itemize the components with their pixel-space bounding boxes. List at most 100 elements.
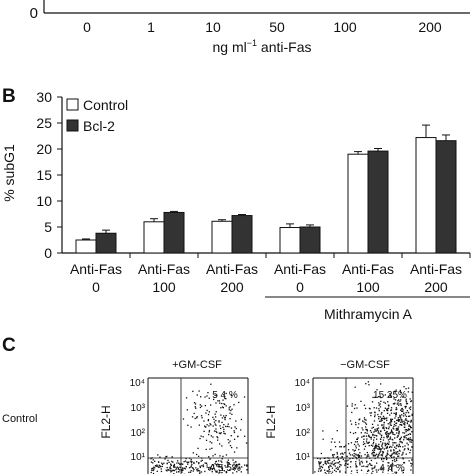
event-dot bbox=[223, 415, 225, 417]
event-dot bbox=[344, 460, 346, 462]
event-dot bbox=[360, 469, 363, 471]
event-dot bbox=[230, 435, 232, 437]
event-dot bbox=[397, 400, 399, 402]
event-dot bbox=[382, 458, 385, 460]
event-dot bbox=[383, 467, 385, 469]
event-dot bbox=[384, 394, 386, 396]
legend-label: Bcl-2 bbox=[83, 118, 115, 134]
event-dot bbox=[337, 455, 339, 458]
event-dot bbox=[225, 454, 228, 456]
event-dot bbox=[235, 463, 237, 466]
event-dot bbox=[378, 418, 380, 420]
event-dot bbox=[349, 420, 352, 422]
event-dot bbox=[364, 422, 367, 424]
event-dot bbox=[389, 437, 391, 439]
event-dot bbox=[399, 416, 401, 418]
event-dot bbox=[318, 461, 320, 463]
event-dot bbox=[333, 469, 336, 471]
bar-bcl2 bbox=[299, 226, 321, 254]
event-dot bbox=[347, 443, 350, 445]
event-dot bbox=[173, 463, 176, 466]
event-dot bbox=[409, 408, 412, 411]
event-dot bbox=[359, 461, 361, 463]
event-dot bbox=[161, 465, 163, 468]
event-dot bbox=[185, 466, 187, 468]
event-dot bbox=[212, 467, 214, 470]
event-dot bbox=[395, 422, 397, 424]
event-dot bbox=[171, 456, 173, 458]
event-dot bbox=[374, 434, 376, 436]
event-dot bbox=[198, 455, 200, 457]
event-dot bbox=[373, 420, 376, 422]
event-dot bbox=[235, 420, 237, 422]
event-dot bbox=[394, 417, 396, 419]
event-dot bbox=[397, 426, 400, 428]
event-dot bbox=[227, 465, 229, 467]
event-dot bbox=[362, 435, 364, 437]
event-dot bbox=[401, 424, 403, 426]
event-dot bbox=[386, 435, 388, 437]
event-dot bbox=[379, 451, 381, 453]
event-dot bbox=[396, 419, 398, 421]
event-dot bbox=[196, 469, 198, 471]
event-dot bbox=[190, 426, 192, 428]
event-dot bbox=[168, 469, 170, 471]
event-dot bbox=[382, 427, 384, 429]
event-dot bbox=[377, 445, 380, 447]
event-dot bbox=[188, 471, 190, 473]
event-dot bbox=[392, 427, 394, 429]
event-dot bbox=[340, 457, 342, 459]
event-dot bbox=[204, 396, 206, 398]
event-dot bbox=[383, 418, 385, 420]
event-dot bbox=[328, 462, 330, 464]
event-dot bbox=[207, 420, 209, 422]
event-dot bbox=[159, 456, 161, 458]
event-dot bbox=[178, 462, 180, 464]
event-dot bbox=[376, 389, 378, 391]
event-dot bbox=[221, 421, 223, 424]
event-dot bbox=[328, 466, 330, 468]
event-dot bbox=[213, 398, 215, 401]
event-dot bbox=[387, 407, 390, 409]
event-dot bbox=[194, 406, 196, 408]
event-dot bbox=[395, 447, 397, 450]
event-dot bbox=[185, 397, 188, 399]
event-dot bbox=[351, 403, 353, 405]
event-dot bbox=[318, 464, 321, 466]
event-dot bbox=[405, 401, 408, 403]
event-dot bbox=[334, 462, 337, 464]
event-dot bbox=[236, 447, 238, 449]
event-dot bbox=[386, 412, 389, 414]
event-dot bbox=[352, 432, 355, 435]
event-dot bbox=[222, 407, 224, 409]
event-dot bbox=[355, 421, 357, 424]
flow-plot-1-ytick: 10⁴ bbox=[130, 378, 145, 389]
event-dot bbox=[319, 458, 321, 460]
event-dot bbox=[327, 462, 329, 464]
event-dot bbox=[221, 458, 223, 460]
event-dot bbox=[327, 457, 329, 459]
event-dot bbox=[340, 446, 342, 448]
event-dot bbox=[385, 418, 387, 420]
event-dot bbox=[214, 413, 216, 415]
event-dot bbox=[403, 423, 406, 425]
event-dot bbox=[218, 432, 220, 434]
event-dot bbox=[228, 461, 230, 464]
event-dot bbox=[204, 462, 206, 464]
event-dot bbox=[213, 430, 216, 432]
event-dot bbox=[376, 445, 378, 447]
event-dot bbox=[404, 422, 406, 424]
event-dot bbox=[367, 470, 369, 472]
event-dot bbox=[223, 428, 225, 430]
event-dot bbox=[217, 463, 219, 465]
bar-control bbox=[279, 227, 301, 254]
event-dot bbox=[390, 407, 393, 409]
event-dot bbox=[395, 408, 397, 411]
event-dot bbox=[393, 451, 395, 454]
event-dot bbox=[334, 465, 336, 467]
event-dot bbox=[368, 435, 370, 438]
event-dot bbox=[380, 430, 382, 433]
event-dot bbox=[404, 448, 406, 450]
event-dot bbox=[401, 470, 403, 472]
event-dot bbox=[216, 394, 218, 397]
